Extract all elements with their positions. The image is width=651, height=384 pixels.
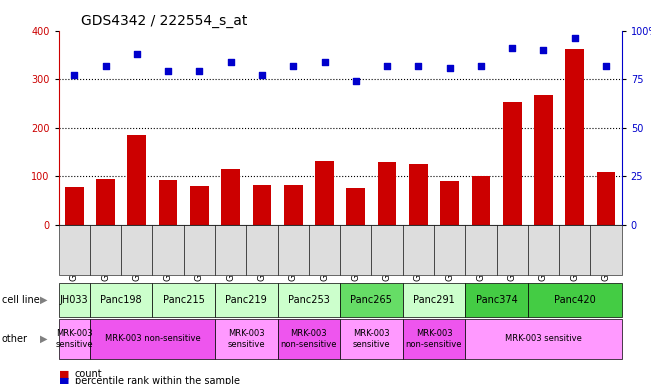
Point [476, 63, 486, 69]
Text: Panc420: Panc420 [554, 295, 596, 305]
Bar [471, 176, 490, 225]
Text: Panc253: Panc253 [288, 295, 330, 305]
Text: Panc198: Panc198 [100, 295, 142, 305]
Point [163, 68, 173, 74]
Text: ■: ■ [59, 376, 69, 384]
Text: count: count [75, 369, 102, 379]
Bar [503, 103, 521, 225]
Bar [65, 187, 83, 225]
Text: MRK-003
sensitive: MRK-003 sensitive [353, 329, 390, 349]
Bar [128, 135, 146, 225]
Point [288, 63, 298, 69]
Bar [534, 95, 553, 225]
Bar [597, 172, 615, 225]
Text: MRK-003
sensitive: MRK-003 sensitive [227, 329, 265, 349]
Bar [346, 188, 365, 225]
Text: Panc291: Panc291 [413, 295, 455, 305]
Bar [221, 169, 240, 225]
Text: MRK-003 non-sensitive: MRK-003 non-sensitive [105, 334, 201, 343]
Text: MRK-003
sensitive: MRK-003 sensitive [55, 329, 93, 349]
Bar [96, 179, 115, 225]
Text: Panc215: Panc215 [163, 295, 204, 305]
Point [225, 59, 236, 65]
Text: MRK-003
non-sensitive: MRK-003 non-sensitive [406, 329, 462, 349]
Point [351, 78, 361, 84]
Text: JH033: JH033 [60, 295, 89, 305]
Bar [253, 185, 271, 225]
Text: GDS4342 / 222554_s_at: GDS4342 / 222554_s_at [81, 14, 247, 28]
Text: ■: ■ [59, 369, 69, 379]
Point [601, 63, 611, 69]
Point [570, 35, 580, 41]
Point [256, 72, 267, 78]
Point [69, 72, 79, 78]
Text: cell line: cell line [2, 295, 40, 305]
Point [132, 51, 142, 57]
Text: other: other [2, 334, 28, 344]
Point [382, 63, 393, 69]
Bar [190, 186, 209, 225]
Point [507, 45, 518, 51]
Point [538, 47, 549, 53]
Bar [284, 185, 303, 225]
Bar [440, 181, 459, 225]
Text: MRK-003
non-sensitive: MRK-003 non-sensitive [281, 329, 337, 349]
Bar [565, 49, 584, 225]
Bar [409, 164, 428, 225]
Text: Panc265: Panc265 [350, 295, 393, 305]
Text: Panc374: Panc374 [476, 295, 518, 305]
Bar [378, 162, 396, 225]
Text: percentile rank within the sample: percentile rank within the sample [75, 376, 240, 384]
Point [194, 68, 204, 74]
Bar [159, 180, 178, 225]
Text: ▶: ▶ [40, 295, 48, 305]
Point [100, 63, 111, 69]
Point [413, 63, 424, 69]
Bar [315, 161, 334, 225]
Point [319, 59, 329, 65]
Text: Panc219: Panc219 [225, 295, 267, 305]
Text: ▶: ▶ [40, 334, 48, 344]
Point [445, 65, 455, 71]
Text: MRK-003 sensitive: MRK-003 sensitive [505, 334, 582, 343]
